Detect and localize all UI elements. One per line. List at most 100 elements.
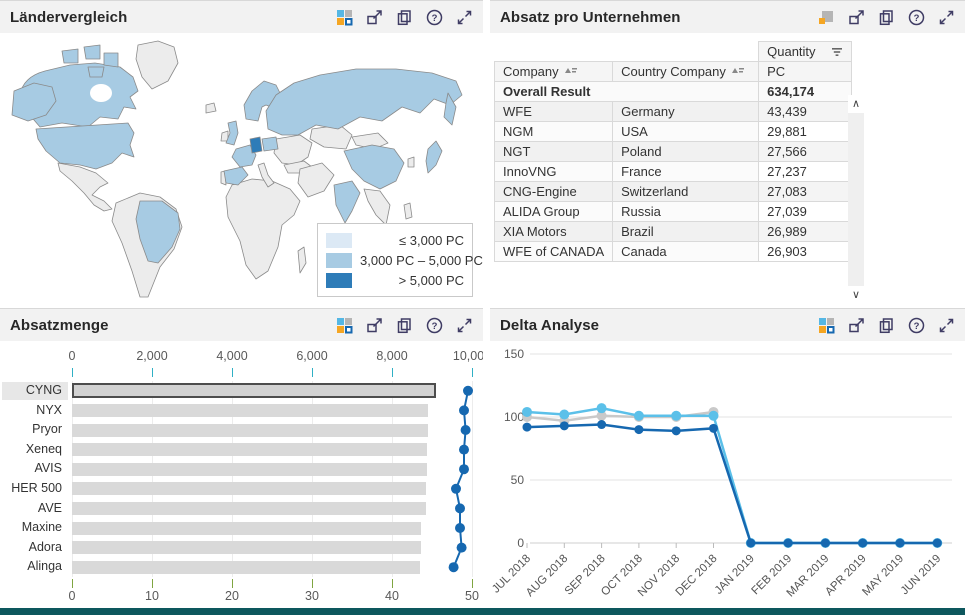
- data-point-actual-darkblue[interactable]: [896, 539, 905, 548]
- data-point[interactable]: [457, 543, 467, 553]
- table-row[interactable]: XIA MotorsBrazil26,989: [495, 222, 852, 242]
- company-cell[interactable]: WFE of CANADA: [495, 242, 613, 262]
- table-row[interactable]: InnoVNGFrance27,237: [495, 162, 852, 182]
- help-icon[interactable]: ?: [426, 317, 443, 334]
- quantity-cell[interactable]: 26,903: [759, 242, 852, 262]
- quantity-bar[interactable]: [72, 502, 426, 515]
- data-point[interactable]: [459, 405, 469, 415]
- category-label[interactable]: CYNG: [2, 382, 68, 400]
- quantity-bar[interactable]: [72, 383, 436, 398]
- country-cell[interactable]: Russia: [613, 202, 759, 222]
- quantity-bar[interactable]: [72, 424, 428, 437]
- category-label[interactable]: Xeneq: [2, 441, 68, 459]
- quantity-bar[interactable]: [72, 561, 420, 574]
- data-point-actual-darkblue[interactable]: [709, 424, 718, 433]
- category-label[interactable]: AVE: [2, 500, 68, 518]
- delta-line-chart[interactable]: 050100150JUL 2018AUG 2018SEP 2018OCT 201…: [490, 341, 965, 608]
- data-point-actual-darkblue[interactable]: [933, 539, 942, 548]
- company-cell[interactable]: ALIDA Group: [495, 202, 613, 222]
- country-cell[interactable]: USA: [613, 122, 759, 142]
- data-point-actual-darkblue[interactable]: [523, 423, 532, 432]
- data-point[interactable]: [455, 523, 465, 533]
- quantity-cell[interactable]: 29,881: [759, 122, 852, 142]
- sort-ascending-icon[interactable]: [565, 67, 578, 77]
- data-point-actual-darkblue[interactable]: [597, 420, 606, 429]
- category-label[interactable]: NYX: [2, 402, 68, 420]
- country-cell[interactable]: Poland: [613, 142, 759, 162]
- quantity-bar[interactable]: [72, 443, 427, 456]
- overall-label-cell[interactable]: Overall Result: [495, 82, 759, 102]
- chart-picker-icon[interactable]: [818, 317, 835, 334]
- help-icon[interactable]: ?: [426, 9, 443, 26]
- category-label[interactable]: Adora: [2, 539, 68, 557]
- table-row[interactable]: NGTPoland27,566: [495, 142, 852, 162]
- data-point[interactable]: [459, 464, 469, 474]
- data-point[interactable]: [455, 503, 465, 513]
- quantity-bar[interactable]: [72, 522, 421, 535]
- quantity-cell[interactable]: 43,439: [759, 102, 852, 122]
- table-row[interactable]: WFE of CANADACanada26,903: [495, 242, 852, 262]
- data-point-actual-darkblue[interactable]: [784, 539, 793, 548]
- scroll-up-button[interactable]: ∧: [848, 95, 864, 113]
- quantity-cell[interactable]: 26,989: [759, 222, 852, 242]
- table-row[interactable]: WFEGermany43,439: [495, 102, 852, 122]
- data-point-plan-lightblue[interactable]: [671, 411, 681, 421]
- sort-ascending-icon[interactable]: [732, 67, 745, 77]
- company-cell[interactable]: NGM: [495, 122, 613, 142]
- quantity-bar[interactable]: [72, 482, 426, 495]
- data-point-plan-lightblue[interactable]: [522, 407, 532, 417]
- data-point-actual-darkblue[interactable]: [560, 421, 569, 430]
- category-label[interactable]: Alinga: [2, 558, 68, 576]
- data-point-actual-darkblue[interactable]: [821, 539, 830, 548]
- country-cell[interactable]: Switzerland: [613, 182, 759, 202]
- data-point[interactable]: [451, 484, 461, 494]
- help-icon[interactable]: ?: [908, 317, 925, 334]
- country-cell[interactable]: France: [613, 162, 759, 182]
- quantity-bar[interactable]: [72, 541, 421, 554]
- data-point-plan-lightblue[interactable]: [634, 411, 644, 421]
- data-point-plan-lightblue[interactable]: [559, 409, 569, 419]
- maximize-icon[interactable]: [456, 9, 473, 26]
- category-label[interactable]: HER 500: [2, 480, 68, 498]
- data-point-actual-darkblue[interactable]: [858, 539, 867, 548]
- table-row[interactable]: CNG-EngineSwitzerland27,083: [495, 182, 852, 202]
- company-cell[interactable]: InnoVNG: [495, 162, 613, 182]
- chart-picker-icon[interactable]: [336, 317, 353, 334]
- data-point-actual-darkblue[interactable]: [634, 425, 643, 434]
- filter-sort-icon[interactable]: [831, 47, 843, 57]
- copy-icon[interactable]: [396, 317, 413, 334]
- company-cell[interactable]: NGT: [495, 142, 613, 162]
- open-window-icon[interactable]: [366, 9, 383, 26]
- copy-icon[interactable]: [396, 9, 413, 26]
- quantity-cell[interactable]: 27,237: [759, 162, 852, 182]
- copy-icon[interactable]: [878, 317, 895, 334]
- country-cell[interactable]: Brazil: [613, 222, 759, 242]
- open-window-icon[interactable]: [848, 317, 865, 334]
- country-cell[interactable]: Germany: [613, 102, 759, 122]
- table-row[interactable]: NGMUSA29,881: [495, 122, 852, 142]
- category-label[interactable]: AVIS: [2, 460, 68, 478]
- column-header-country[interactable]: Country Company: [613, 62, 759, 82]
- data-point-actual-darkblue[interactable]: [672, 426, 681, 435]
- quantity-bar[interactable]: [72, 463, 427, 476]
- maximize-icon[interactable]: [938, 317, 955, 334]
- open-window-icon[interactable]: [848, 9, 865, 26]
- maximize-icon[interactable]: [938, 9, 955, 26]
- overall-value-cell[interactable]: 634,174: [759, 82, 852, 102]
- quantity-cell[interactable]: 27,083: [759, 182, 852, 202]
- scroll-down-button[interactable]: ∨: [848, 286, 864, 304]
- copy-icon[interactable]: [878, 9, 895, 26]
- quantity-cell[interactable]: 27,039: [759, 202, 852, 222]
- country-cell[interactable]: Canada: [613, 242, 759, 262]
- quantity-cell[interactable]: 27,566: [759, 142, 852, 162]
- data-point[interactable]: [449, 562, 459, 572]
- company-cell[interactable]: WFE: [495, 102, 613, 122]
- data-point-actual-darkblue[interactable]: [746, 539, 755, 548]
- company-cell[interactable]: CNG-Engine: [495, 182, 613, 202]
- data-point-plan-lightblue[interactable]: [597, 403, 607, 413]
- table-type-icon[interactable]: [818, 9, 835, 26]
- category-label[interactable]: Maxine: [2, 519, 68, 537]
- table-scrollbar[interactable]: ∧ ∨: [848, 95, 864, 304]
- bar-combo-chart[interactable]: 02,0004,0006,0008,00010,000CYNGNYXPryorX…: [0, 341, 483, 608]
- column-header-unit[interactable]: PC: [759, 62, 852, 82]
